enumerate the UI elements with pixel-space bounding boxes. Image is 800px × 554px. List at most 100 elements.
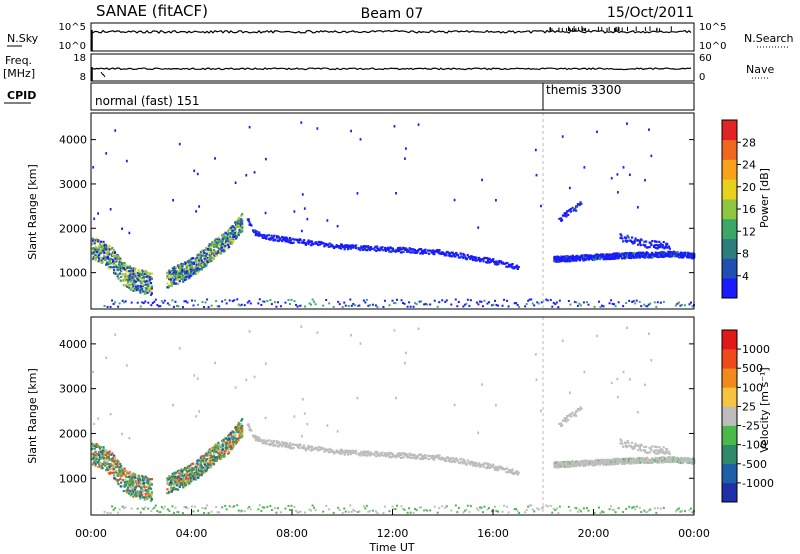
- power-cell-479: [172, 269, 175, 273]
- power-cell-597: [187, 272, 190, 275]
- power-cell-12: [91, 237, 95, 240]
- velocity-cell-2267: [218, 511, 221, 514]
- power-cell-932: [234, 231, 237, 234]
- velocity-cell-2313: [337, 506, 340, 509]
- power-cell-2270: [225, 302, 228, 305]
- power-cell-195: [117, 273, 120, 276]
- power-cell-2133: [576, 203, 579, 206]
- power-cell-1278: [420, 248, 423, 251]
- velocity-cell-470: [170, 490, 173, 493]
- power-cell-2381: [494, 299, 497, 302]
- velocity-cell-72: [99, 445, 102, 449]
- velocity-cell-2218: [109, 511, 112, 514]
- velocity-cell-2195: [657, 451, 660, 454]
- velocity-cell-473: [171, 482, 174, 486]
- velocity-cell-313: [134, 476, 137, 479]
- velocity-cell-1409: [498, 465, 501, 468]
- velocity-cell-1613: [588, 459, 591, 462]
- velocity-cell-193: [117, 482, 120, 486]
- velocity-cell-1168: [357, 453, 360, 456]
- nsearch-label: N.Search: [744, 32, 794, 45]
- velocity-cell-1258: [409, 454, 412, 457]
- power-cell-992: [241, 229, 244, 233]
- velocity-cell-2215: [668, 452, 671, 456]
- power-cell-1534: [571, 254, 574, 257]
- power-cell-754: [209, 245, 212, 249]
- velocity-cell-2243: [163, 505, 166, 508]
- velocity-cell-2290: [273, 507, 276, 510]
- velocity-cell-2314: [338, 509, 341, 512]
- velocity-cell-719: [204, 464, 207, 467]
- velocity-cell-803: [215, 459, 218, 463]
- velocity-cell-1883: [644, 460, 647, 463]
- velocity-cell-919: [232, 444, 235, 447]
- power-cell-1259: [410, 251, 413, 254]
- power-cell-1295: [431, 251, 434, 254]
- power-cell-2397: [531, 302, 534, 305]
- velocity-cell-1433: [514, 471, 518, 475]
- velocity-cell-1191: [370, 453, 373, 456]
- power-cell-2403: [545, 298, 548, 301]
- velocity-cell-1002: [252, 434, 255, 437]
- velocity-cell-1237: [398, 452, 402, 455]
- velocity-cell-2336: [391, 505, 394, 508]
- power-cell-2444: [646, 305, 649, 308]
- velocity-cell-255: [127, 486, 130, 489]
- power-cell-677: [198, 264, 202, 267]
- velocity-cell-2240: [159, 511, 162, 514]
- power-cell-1238: [399, 248, 402, 251]
- velocity-cell-1211: [384, 455, 388, 458]
- velocity-cell-2341: [402, 507, 405, 510]
- power-cell-2494: [128, 231, 131, 235]
- velocity-cell-182: [115, 464, 118, 467]
- power-colorbar-swatch-5: [722, 179, 737, 200]
- velocity-cell-1862: [640, 460, 643, 463]
- power-colorbar-tick-label-2: 12: [742, 225, 756, 238]
- velocity-cell-687: [199, 466, 202, 469]
- velocity-cell-2345: [409, 511, 412, 514]
- power-cell-2222: [117, 305, 120, 308]
- freq-tick-bottom: 8: [80, 72, 86, 83]
- velocity-cell-1204: [379, 452, 382, 455]
- power-cell-1232: [396, 249, 399, 253]
- velocity-cell-1308: [438, 457, 441, 461]
- power-cell-302: [132, 289, 135, 292]
- power-cell-1082: [302, 240, 305, 243]
- velocity-cell-1387: [486, 466, 490, 470]
- velocity-cell-2137: [580, 407, 583, 410]
- velocity-cell-2058: [682, 461, 685, 464]
- power-cell-2197: [658, 240, 661, 243]
- power-cell-1765: [621, 252, 624, 255]
- velocity-cell-2253: [184, 506, 187, 509]
- power-cell-2136: [579, 201, 582, 204]
- power-cell-193: [117, 277, 120, 280]
- power-cell-2421: [587, 303, 590, 306]
- velocity-cell-890: [228, 441, 232, 444]
- power-cell-2216: [103, 304, 106, 307]
- power-cell-2130: [575, 209, 578, 212]
- power-cell-452: [168, 278, 171, 281]
- velocity-cell-1330: [451, 457, 454, 460]
- velocity-cell-2310: [325, 504, 328, 507]
- power-cell-483: [172, 267, 175, 271]
- velocity-cell-1092: [307, 444, 310, 447]
- power-cell-639: [193, 266, 196, 269]
- power-cell-2368: [466, 298, 469, 301]
- power-cell-1031: [269, 238, 272, 241]
- velocity-cell-2182: [649, 447, 652, 450]
- velocity-cell-2191: [654, 452, 657, 455]
- velocity-cell-202: [118, 473, 121, 476]
- velocity-cell-235: [124, 474, 127, 477]
- power-cell-574: [184, 278, 188, 281]
- power-cell-1316: [442, 252, 446, 255]
- power-cell-1414: [501, 262, 504, 265]
- velocity-cell-707: [203, 457, 206, 460]
- nsky-trace-line: [92, 29, 692, 34]
- power-cell-2315: [341, 306, 344, 309]
- power-cell-1421: [507, 263, 511, 266]
- velocity-cell-1334: [453, 458, 456, 461]
- velocity-cell-833: [220, 457, 223, 460]
- power-cell-2146: [624, 239, 627, 242]
- power-cell-2259: [201, 301, 204, 304]
